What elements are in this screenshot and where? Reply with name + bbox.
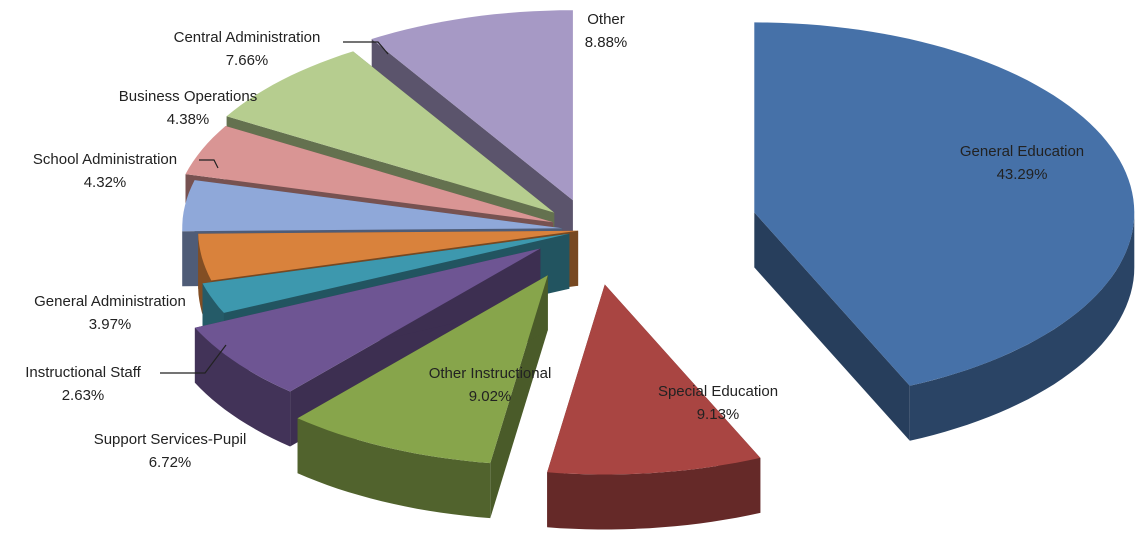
leader-line [199,159,219,169]
slice-label: Central Administration [174,29,321,46]
slice [198,230,579,281]
slice [194,248,541,392]
labels: General Education 43.29% Special Education… [25,11,1084,471]
slice-label: General Administration [34,293,186,310]
value-label: 43.29% [997,166,1048,183]
value-label: 7.66% [226,52,269,69]
value-label: 9.13% [697,406,740,423]
slice-wall [194,327,291,447]
slice-label: Instructional Staff [25,364,141,381]
slice-label: Special Education [658,383,778,400]
slice [547,284,761,475]
slice [226,51,555,213]
slice-wall [297,418,491,519]
slice-label: Other Instructional [429,365,552,382]
value-label: 6.72% [149,454,192,471]
value-label: 2.63% [62,387,105,404]
slice-wall [547,457,761,530]
slice-side [754,212,910,441]
slice-label: Support Services-Pupil [94,431,247,448]
value-label: 4.32% [84,174,127,191]
slice [754,22,1135,386]
slice-wall [909,212,1135,441]
slice-label: General Education [960,143,1084,160]
value-label: 8.88% [585,34,628,51]
slice-label: School Administration [33,151,177,168]
value-label: 9.02% [469,388,512,405]
leader-line [160,344,227,374]
slice-label: Business Operations [119,88,257,105]
slice [371,10,573,201]
slice [182,180,563,232]
slice [202,233,570,313]
value-label: 4.38% [167,111,210,128]
value-label: 3.97% [89,316,132,333]
pie [182,10,1135,530]
slice [185,126,554,223]
slice-label: Other [587,11,625,28]
slice [297,275,548,464]
leader-line [343,41,389,55]
